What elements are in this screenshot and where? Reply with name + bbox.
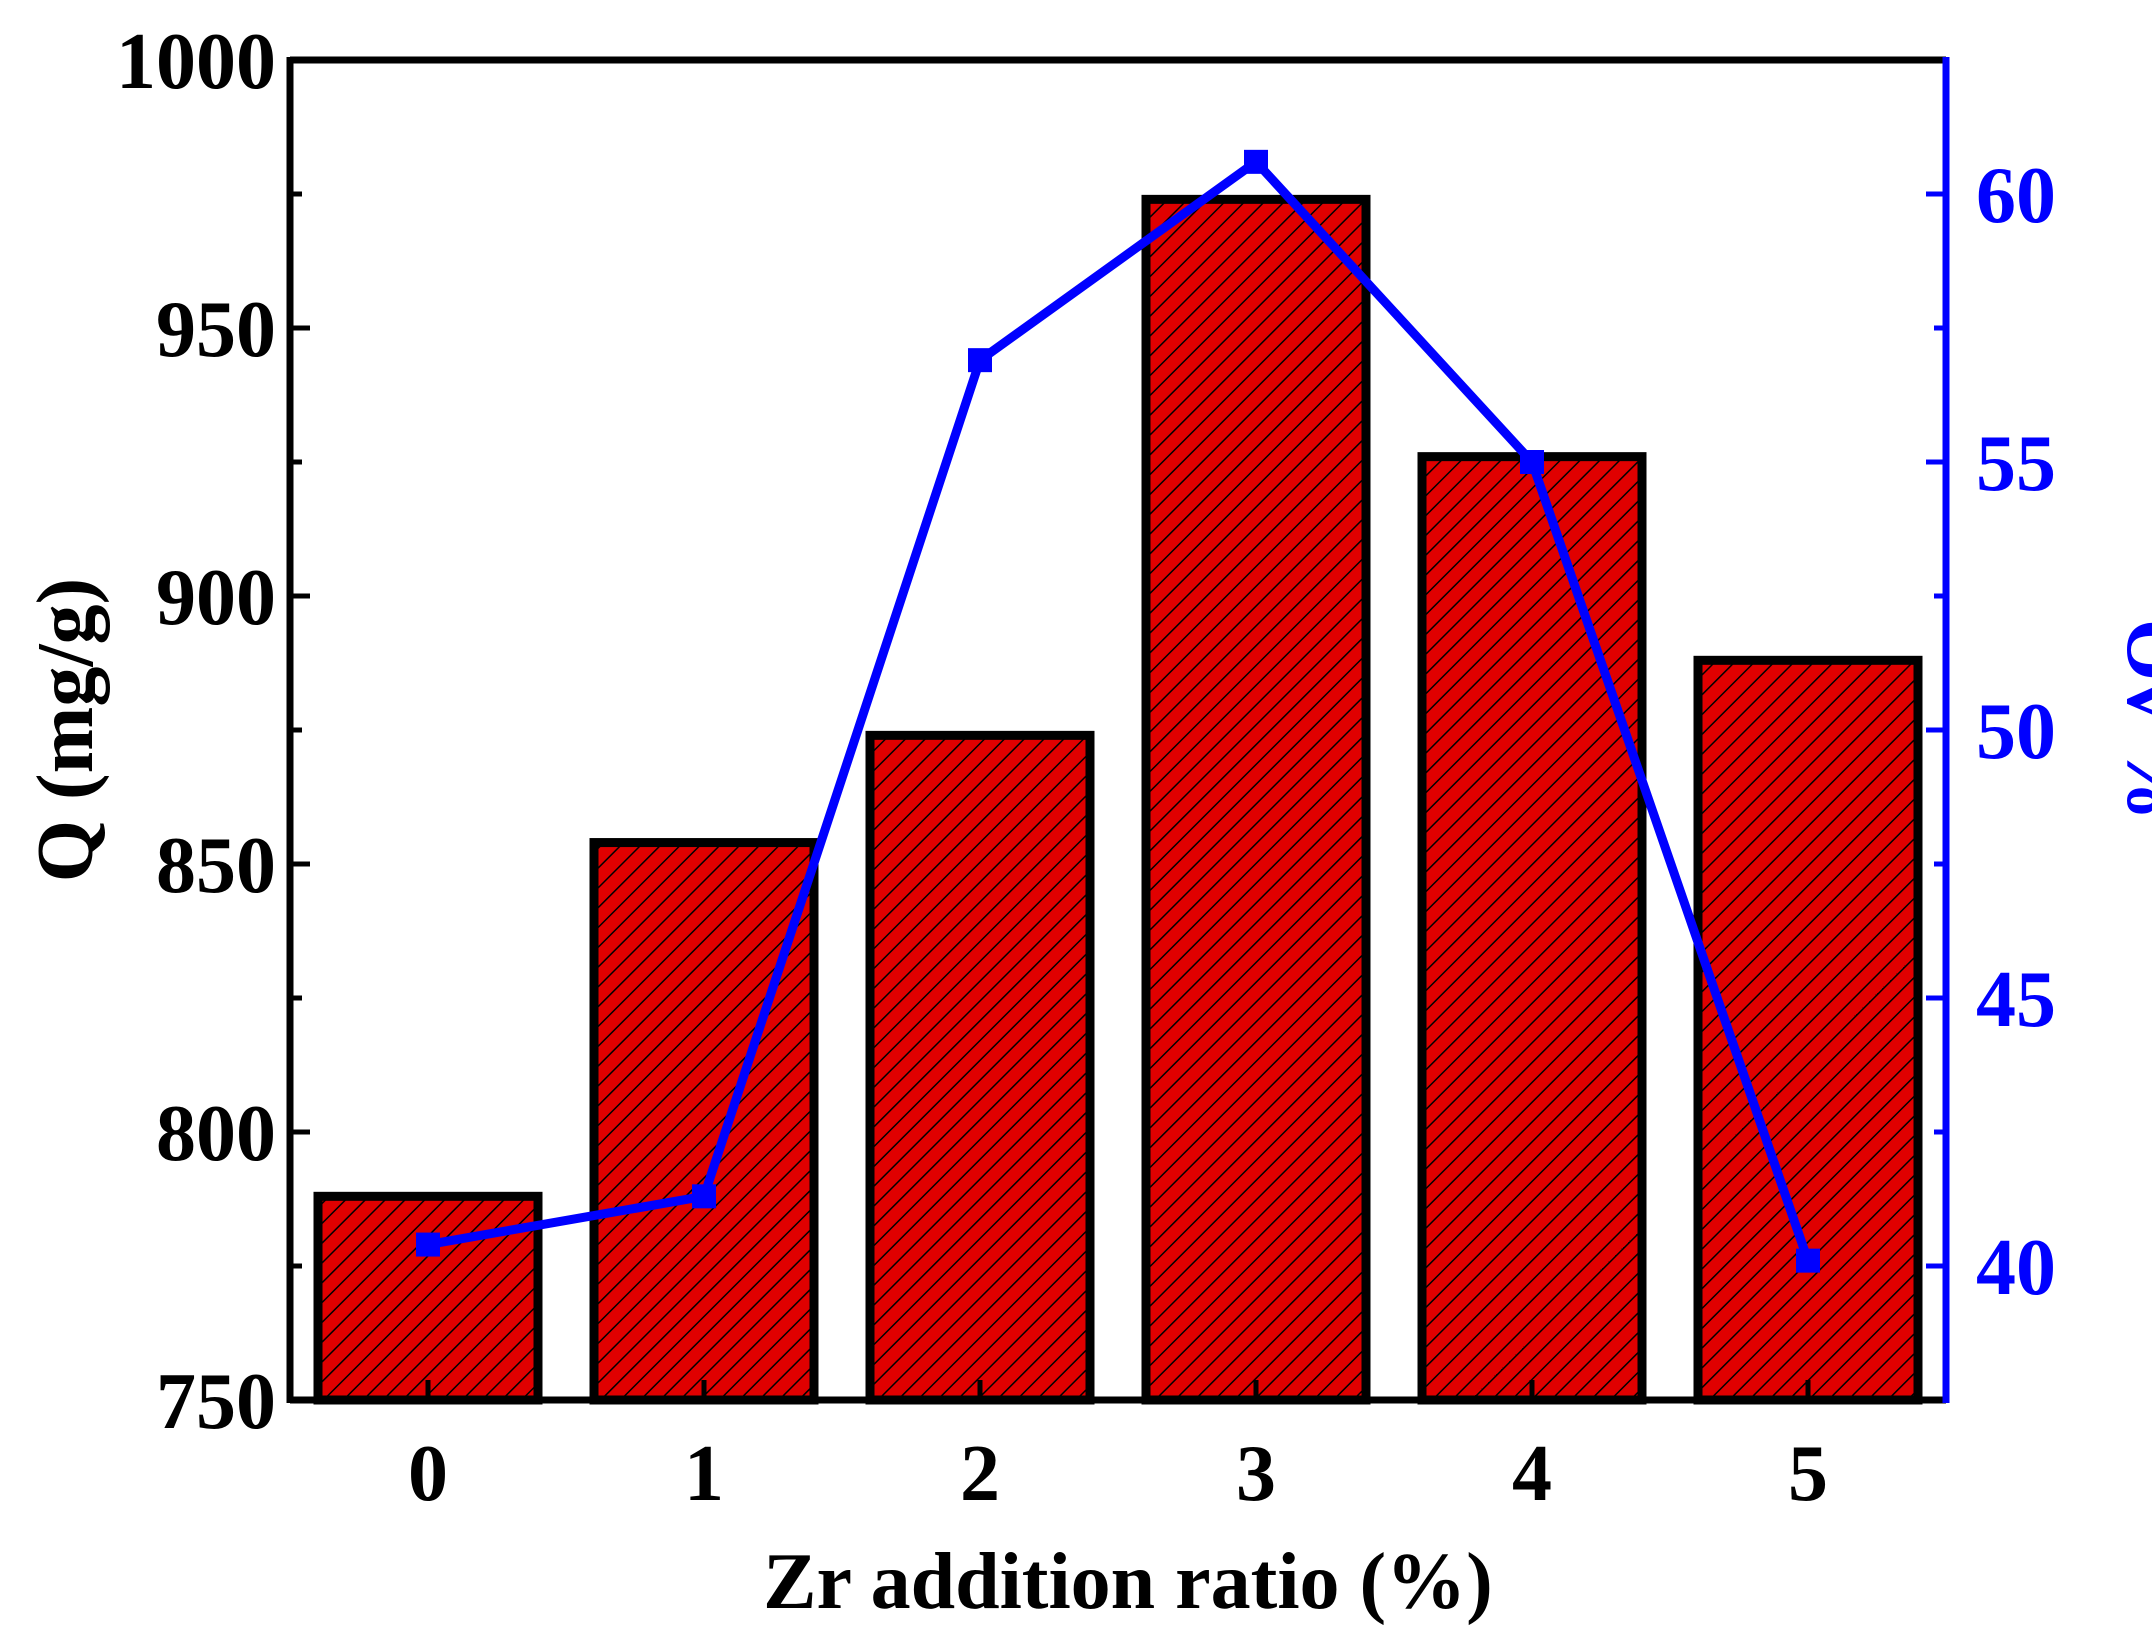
x-tick-label-4: 4 (1512, 1430, 1552, 1518)
y-tick-label-900: 900 (156, 554, 276, 642)
x-tick-label-3: 3 (1236, 1430, 1276, 1518)
x-tick-label-5: 5 (1788, 1430, 1828, 1518)
y2-tick-label-60: 60 (1976, 152, 2056, 240)
y2-tick-label-55: 55 (1976, 420, 2056, 508)
ov-point-2 (968, 348, 992, 373)
y-tick-label-1000: 1000 (116, 18, 276, 106)
x-tick-label-0: 0 (408, 1430, 448, 1518)
x-tick-label-2: 2 (960, 1430, 1000, 1518)
y-tick-label-750: 750 (156, 1358, 276, 1446)
y2-tick-label-50: 50 (1976, 688, 2056, 776)
y-tick-label-800: 800 (156, 1090, 276, 1178)
y-tick-label-950: 950 (156, 286, 276, 374)
bar-4 (1417, 452, 1647, 1405)
bar-5 (1693, 655, 1923, 1405)
ov-point-1 (692, 1184, 716, 1209)
ov-series-line (427, 157, 1813, 1263)
x-axis-label: Zr addition ratio (%) (763, 1538, 1493, 1626)
x-tick-label-1: 1 (684, 1430, 724, 1518)
ov-point-4 (1520, 450, 1544, 474)
y-axis-label: Q (mg/g) (22, 578, 110, 882)
y2-tick-label-45: 45 (1976, 956, 2056, 1044)
bar-1 (589, 838, 819, 1405)
y-tick-label-850: 850 (156, 822, 276, 910)
bar-3 (1141, 194, 1371, 1405)
y2-axis-label: Ov % (2110, 619, 2152, 821)
ov-point-3 (1244, 149, 1268, 174)
y2-tick-label-40: 40 (1976, 1224, 2056, 1312)
ov-point-0 (416, 1232, 440, 1257)
ov-point-5 (1796, 1248, 1820, 1273)
bar-2 (865, 730, 1095, 1405)
